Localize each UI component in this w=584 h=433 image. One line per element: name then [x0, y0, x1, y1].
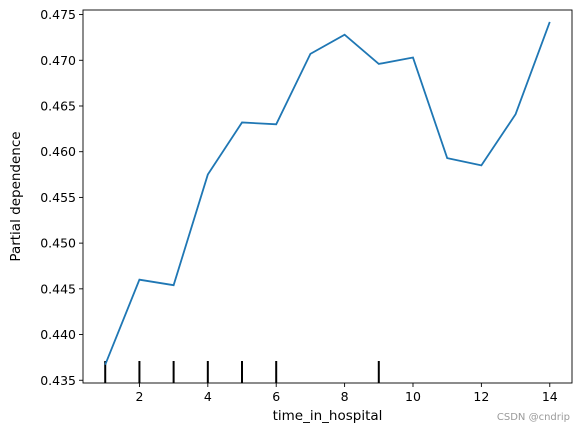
x-tick-label: 6 [272, 389, 280, 404]
y-tick-label: 0.460 [40, 144, 76, 159]
x-tick-label: 14 [542, 389, 558, 404]
x-tick-label: 12 [473, 389, 489, 404]
y-tick-label: 0.455 [40, 190, 76, 205]
x-tick-label: 10 [405, 389, 421, 404]
y-tick-label: 0.440 [40, 327, 76, 342]
rug-marks [104, 361, 380, 383]
partial-dependence-line [104, 21, 551, 366]
y-tick-label: 0.470 [40, 53, 76, 68]
watermark-text: CSDN @cndrip [496, 412, 570, 423]
y-tick-label: 0.450 [40, 236, 76, 251]
y-tick-label: 0.475 [40, 7, 76, 22]
x-axis-ticks: 2 4 6 8 10 12 14 [135, 383, 558, 404]
x-axis-label: time_in_hospital [273, 408, 383, 424]
x-tick-label: 8 [341, 389, 349, 404]
y-axis-ticks: 0.435 0.440 0.445 0.450 0.455 0.460 0.465 0.470… [40, 7, 83, 388]
x-tick-label: 2 [135, 389, 143, 404]
y-tick-label: 0.445 [40, 281, 76, 296]
plot-frame [82, 9, 573, 384]
y-tick-label: 0.465 [40, 98, 76, 113]
y-axis-label: Partial dependence [8, 131, 24, 261]
x-tick-label: 4 [204, 389, 212, 404]
y-tick-label: 0.435 [40, 373, 76, 388]
